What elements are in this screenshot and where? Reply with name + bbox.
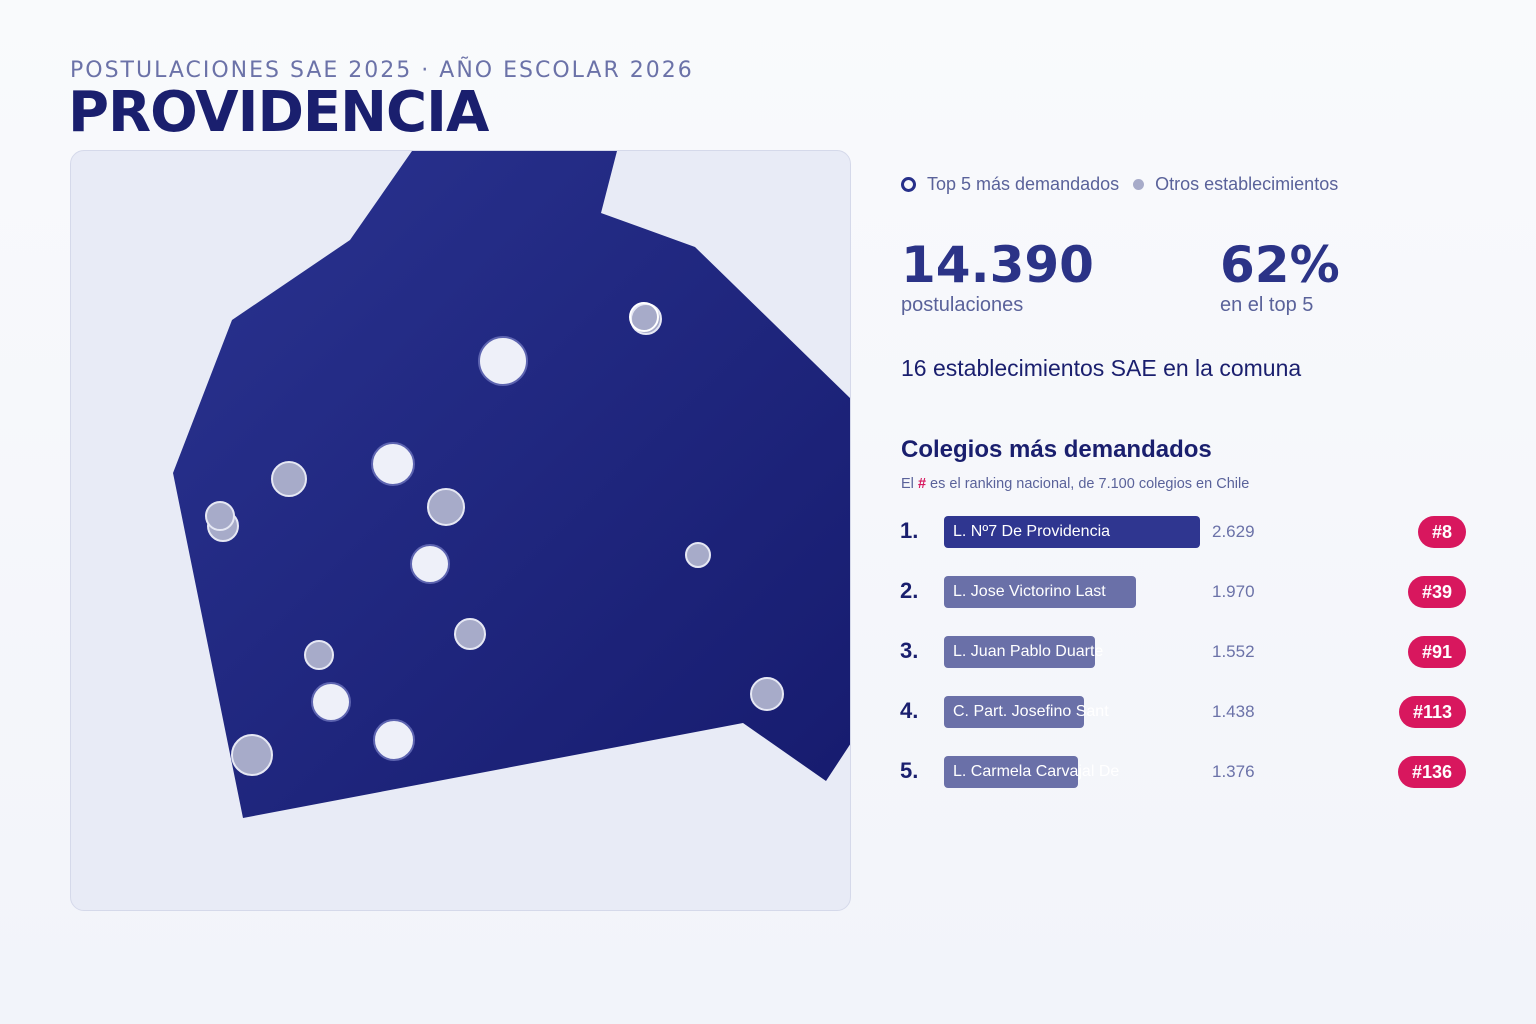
row-bar: [944, 516, 1200, 548]
school-marker: [427, 488, 465, 526]
applications-kpi: 14.390 postulaciones: [901, 240, 1094, 317]
ranking-note: El # es el ranking nacional, de 7.100 co…: [901, 476, 1249, 492]
row-school-name: L. Jose Victorino Last: [953, 583, 1106, 600]
school-marker: [231, 734, 273, 776]
school-marker: [304, 640, 334, 670]
page-title: PROVIDENCIA: [68, 80, 489, 145]
row-national-rank-badge: #113: [1398, 696, 1466, 728]
row-national-rank-badge: #136: [1397, 756, 1466, 788]
map-legend: Top 5 más demandados Otros establecimien…: [901, 174, 1338, 195]
row-bar: [944, 696, 1084, 728]
row-bar-track: L. Carmela Carvajal De: [944, 756, 1200, 788]
school-marker: [750, 677, 784, 711]
legend-others-label: Otros establecimientos: [1155, 174, 1339, 194]
row-bar-track: L. Juan Pablo Duarte: [944, 636, 1200, 668]
row-applications: 1.376: [1212, 762, 1255, 781]
row-rank: 1.: [900, 518, 919, 543]
ranking-row: 1. L. Nº7 De Providencia 2.629 #8: [900, 515, 1470, 549]
school-marker: [271, 461, 307, 497]
row-rank: 2.: [900, 578, 919, 603]
row-bar: [944, 636, 1095, 668]
top5-ring-icon: [901, 177, 916, 192]
school-marker: [205, 501, 235, 531]
row-applications: 1.552: [1212, 642, 1255, 661]
ranking-row: 4. C. Part. Josefino Sant 1.438 #113: [900, 695, 1470, 729]
row-applications: 1.438: [1212, 702, 1255, 721]
ranking-row: 2. L. Jose Victorino Last 1.970 #39: [900, 575, 1470, 609]
top5-school-marker: [478, 336, 528, 386]
school-marker-outline: [629, 302, 659, 332]
commune-shape: [173, 151, 850, 818]
applications-value: 14.390: [901, 236, 1094, 294]
row-school-name: L. Juan Pablo Duarte: [953, 643, 1104, 660]
legend-top5-label: Top 5 más demandados: [927, 174, 1120, 194]
ranking-title: Colegios más demandados: [901, 436, 1212, 463]
school-marker: [630, 303, 662, 335]
row-bar-track: C. Part. Josefino Sant: [944, 696, 1200, 728]
top5-school-marker: [371, 442, 415, 486]
row-rank: 5.: [900, 758, 919, 783]
applications-label: postulaciones: [901, 294, 1024, 316]
row-rank: 4.: [900, 698, 919, 723]
note-suffix: es el ranking nacional, de 7.100 colegio…: [930, 476, 1250, 492]
schools-count: 16 establecimientos SAE en la comuna: [901, 355, 1302, 381]
row-school-name: L. Nº7 De Providencia: [953, 523, 1111, 540]
school-marker: [685, 542, 711, 568]
ranking-row: 3. L. Juan Pablo Duarte 1.552 #91: [900, 635, 1470, 669]
school-markers: [205, 302, 784, 776]
row-bar: [944, 756, 1078, 788]
subtitle: POSTULACIONES SAE 2025 · AÑO ESCOLAR 202…: [70, 58, 694, 83]
note-hash: #: [917, 476, 927, 492]
row-bar: [944, 576, 1136, 608]
top5-school-marker: [311, 682, 351, 722]
row-rank: 3.: [900, 638, 919, 663]
row-national-rank-badge: #39: [1407, 576, 1466, 608]
top5-school-marker: [373, 719, 415, 761]
row-bar-track: L. Nº7 De Providencia: [944, 516, 1200, 548]
other-dot-icon: [1133, 179, 1145, 190]
row-national-rank-badge: #91: [1407, 636, 1466, 668]
top5-share-label: en el top 5: [1220, 294, 1314, 316]
school-marker: [454, 618, 486, 650]
row-applications: 2.629: [1212, 522, 1255, 541]
row-school-name: C. Part. Josefino Sant: [953, 703, 1109, 720]
top5-share-kpi: 62% en el top 5: [1220, 240, 1340, 317]
map-svg: [173, 151, 850, 818]
row-applications: 1.970: [1212, 582, 1255, 601]
note-prefix: El: [901, 476, 914, 492]
top5-share-value: 62%: [1220, 236, 1340, 294]
row-national-rank-badge: #8: [1417, 516, 1466, 548]
ranking-row: 5. L. Carmela Carvajal De 1.376 #136: [900, 755, 1470, 789]
row-school-name: L. Carmela Carvajal De: [953, 763, 1120, 780]
commune-map: [70, 150, 851, 911]
row-bar-track: L. Jose Victorino Last: [944, 576, 1200, 608]
top5-school-marker: [410, 544, 450, 584]
